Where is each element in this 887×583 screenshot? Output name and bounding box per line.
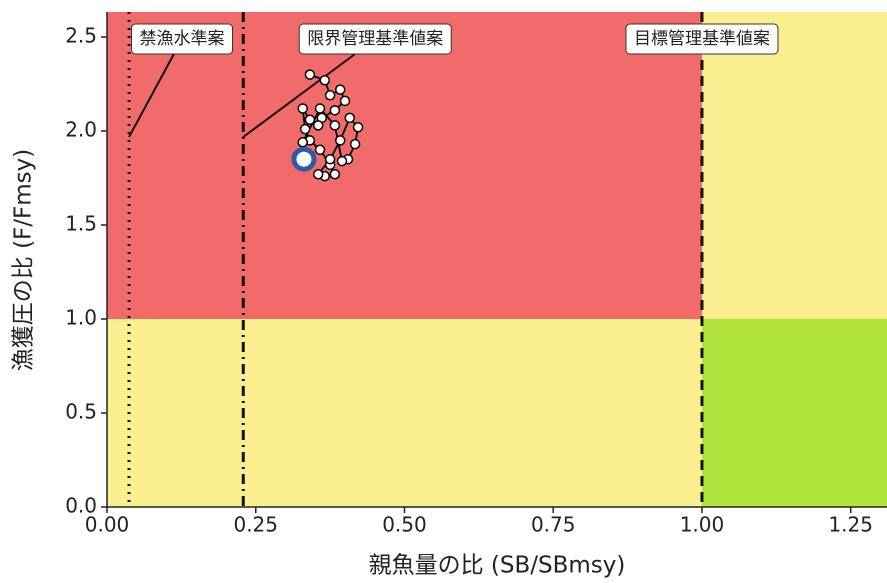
reference-label: 限界管理基準値案 (307, 29, 443, 49)
x-tick-label: 1.00 (680, 513, 725, 537)
point (312, 120, 324, 131)
zones (107, 12, 887, 507)
y-tick-label: 0.0 (65, 494, 97, 518)
point (336, 155, 348, 167)
plot: 0.00 0.25 0.50 0.75 1.00 1.25 0.0 0.5 1.0 1.5 2.0 2… (65, 12, 887, 537)
point (297, 103, 308, 114)
point (312, 168, 324, 180)
zone-yellow (107, 319, 702, 507)
point (344, 112, 355, 124)
point (334, 84, 346, 95)
point (314, 144, 326, 156)
point (299, 123, 311, 135)
point (297, 137, 308, 148)
zone-red (107, 12, 702, 320)
zone-green (701, 319, 887, 507)
point (329, 168, 341, 180)
point (324, 153, 336, 165)
point (329, 105, 341, 116)
point (349, 138, 361, 150)
reference-label: 目標管理基準値案 (634, 29, 770, 49)
x-tick-label: 1.25 (828, 513, 873, 537)
reference-label: 禁漁水準案 (140, 29, 225, 49)
y-tick-label: 2.5 (65, 24, 97, 48)
point (324, 90, 336, 101)
x-tick-label: 0.25 (233, 513, 278, 537)
y-tick-label: 1.0 (65, 306, 97, 330)
latest-point (291, 146, 317, 172)
y-tick-label: 2.0 (65, 118, 97, 142)
point (352, 121, 364, 133)
y-tick-label: 1.5 (65, 212, 97, 236)
leader-line (128, 38, 183, 138)
point (334, 135, 346, 146)
y-axis-title: 漁獲圧の比 (F/Fmsy) (11, 149, 37, 371)
point (339, 95, 351, 107)
zone-yellow (701, 12, 887, 320)
point (319, 74, 331, 86)
label-box (298, 23, 452, 55)
label-box (625, 23, 779, 55)
label-box (131, 23, 234, 55)
point (304, 114, 316, 125)
point (314, 103, 326, 114)
x-tick-label: 0.75 (531, 513, 576, 537)
point (304, 69, 316, 80)
x-tick-label: 0.50 (382, 513, 427, 537)
x-axis-title: 親魚量の比 (SB/SBmsy) (369, 553, 626, 579)
x-tick-label: 0.00 (85, 513, 130, 537)
point (329, 120, 341, 131)
leader-line (242, 38, 376, 138)
y-tick-label: 0.5 (65, 400, 97, 424)
